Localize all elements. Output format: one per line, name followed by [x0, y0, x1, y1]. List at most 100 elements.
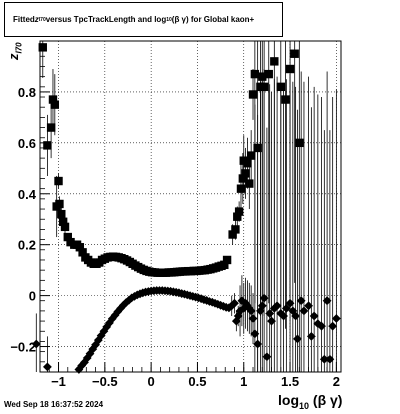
diamond-marker: [99, 326, 109, 336]
square-marker: [75, 243, 85, 252]
diamond-marker: [257, 301, 267, 311]
y-tick-label: 0.8: [18, 85, 36, 100]
square-marker: [250, 69, 260, 79]
x-tick-label: 1.5: [281, 374, 299, 389]
diamond-marker: [272, 301, 282, 311]
square-marker: [55, 199, 64, 209]
square-marker: [228, 230, 237, 239]
diamond-marker: [319, 354, 329, 364]
diamond-marker: [110, 310, 120, 320]
title-prefix: Fitted: [13, 15, 35, 24]
y-tick-label: 0.2: [18, 238, 36, 253]
square-marker: [295, 138, 304, 148]
diamond-marker: [331, 314, 341, 323]
y-axis-label-var: z: [6, 53, 21, 61]
diamond-marker: [304, 301, 313, 311]
y-axis-label: zI70: [6, 42, 24, 60]
y-tick-label: −0.2: [10, 340, 36, 355]
square-marker: [48, 95, 58, 104]
square-marker: [259, 82, 269, 92]
x-tick-label: 0: [148, 374, 155, 389]
title-middle: versus TpcTrackLength and log: [45, 15, 167, 24]
axis-ticks: −1 −0.5 0 0.5 1 1.5 2 −0.2 0 0.2 0.4 0.6 0.8: [10, 45, 340, 389]
diamond-marker: [253, 339, 263, 349]
diamond-marker: [43, 362, 52, 372]
diamond-marker: [265, 309, 275, 318]
diamond-marker: [233, 311, 243, 321]
square-marker: [290, 49, 299, 58]
square-marker: [38, 43, 47, 52]
diamond-marker: [317, 321, 326, 331]
square-marker: [58, 217, 68, 226]
square-marker: [54, 176, 63, 186]
x-tick-label: −1: [51, 374, 66, 389]
title-variable: z: [34, 15, 39, 24]
diamond-marker: [118, 300, 128, 310]
plot-frame: [39, 40, 342, 373]
x-tick-label: 0.5: [188, 374, 206, 389]
x-tick-label: 2: [333, 374, 340, 389]
diamond-marker: [322, 296, 332, 306]
square-marker: [264, 69, 273, 79]
x-tick-label: −0.5: [92, 374, 118, 389]
diamond-marker: [230, 298, 239, 308]
title-variable-sub: I70: [38, 16, 46, 23]
square-marker: [246, 151, 256, 160]
square-marker: [60, 222, 70, 232]
diamond-marker: [262, 352, 272, 362]
diamond-marker: [259, 293, 269, 303]
y-tick-label: 0.4: [18, 187, 37, 202]
square-marker: [281, 95, 290, 104]
diamond-marker: [82, 353, 92, 363]
timestamp: Wed Sep 18 16:37:52 2024: [4, 400, 104, 409]
square-marker: [236, 184, 246, 193]
x-axis-label-sub: 10: [299, 400, 310, 411]
diamond-marker: [299, 306, 309, 316]
data-points: [31, 43, 341, 374]
square-marker: [57, 209, 66, 219]
square-marker: [233, 212, 242, 221]
square-marker: [238, 174, 248, 183]
diamond-marker: [293, 334, 302, 344]
square-marker: [78, 248, 87, 257]
diamond-marker: [328, 321, 338, 331]
square-marker: [270, 57, 279, 66]
diamond-marker: [296, 296, 306, 306]
diamond-marker: [309, 311, 319, 321]
square-marker: [220, 260, 229, 270]
diamond-marker: [224, 303, 234, 313]
diamond-marker: [248, 314, 258, 323]
square-marker: [253, 143, 262, 153]
diamond-marker: [31, 339, 41, 349]
square-marker: [245, 179, 254, 188]
diamond-marker: [306, 331, 316, 341]
diamond-marker: [285, 298, 295, 308]
square-marker: [285, 64, 295, 74]
diamond-marker: [246, 306, 256, 316]
chart-title: Fitted z I70 versus TpcTrackLength and lo…: [4, 2, 283, 37]
title-suffix: (β γ) for Global kaon+: [171, 15, 255, 24]
x-tick-label: 1: [240, 374, 247, 389]
square-marker: [231, 225, 240, 234]
square-marker: [243, 159, 252, 168]
diamond-marker: [250, 329, 260, 339]
square-marker: [50, 100, 60, 109]
square-marker: [43, 141, 52, 150]
y-tick-label: 0: [29, 289, 36, 304]
square-marker: [63, 232, 72, 242]
y-tick-label: 0.6: [18, 136, 36, 151]
diamond-marker: [279, 311, 288, 321]
square-marker: [258, 72, 267, 81]
square-marker: [222, 255, 232, 265]
x-axis-label: log10 (β γ): [278, 392, 343, 411]
square-marker: [248, 90, 258, 99]
y-axis-label-sub: I70: [14, 42, 24, 54]
title-log-sub: 10: [166, 16, 172, 23]
square-marker: [234, 207, 244, 216]
diamond-marker: [325, 354, 335, 364]
error-bars: [35, 41, 337, 372]
square-marker: [46, 123, 56, 132]
diamond-marker: [291, 311, 301, 321]
diamond-marker: [267, 316, 276, 326]
